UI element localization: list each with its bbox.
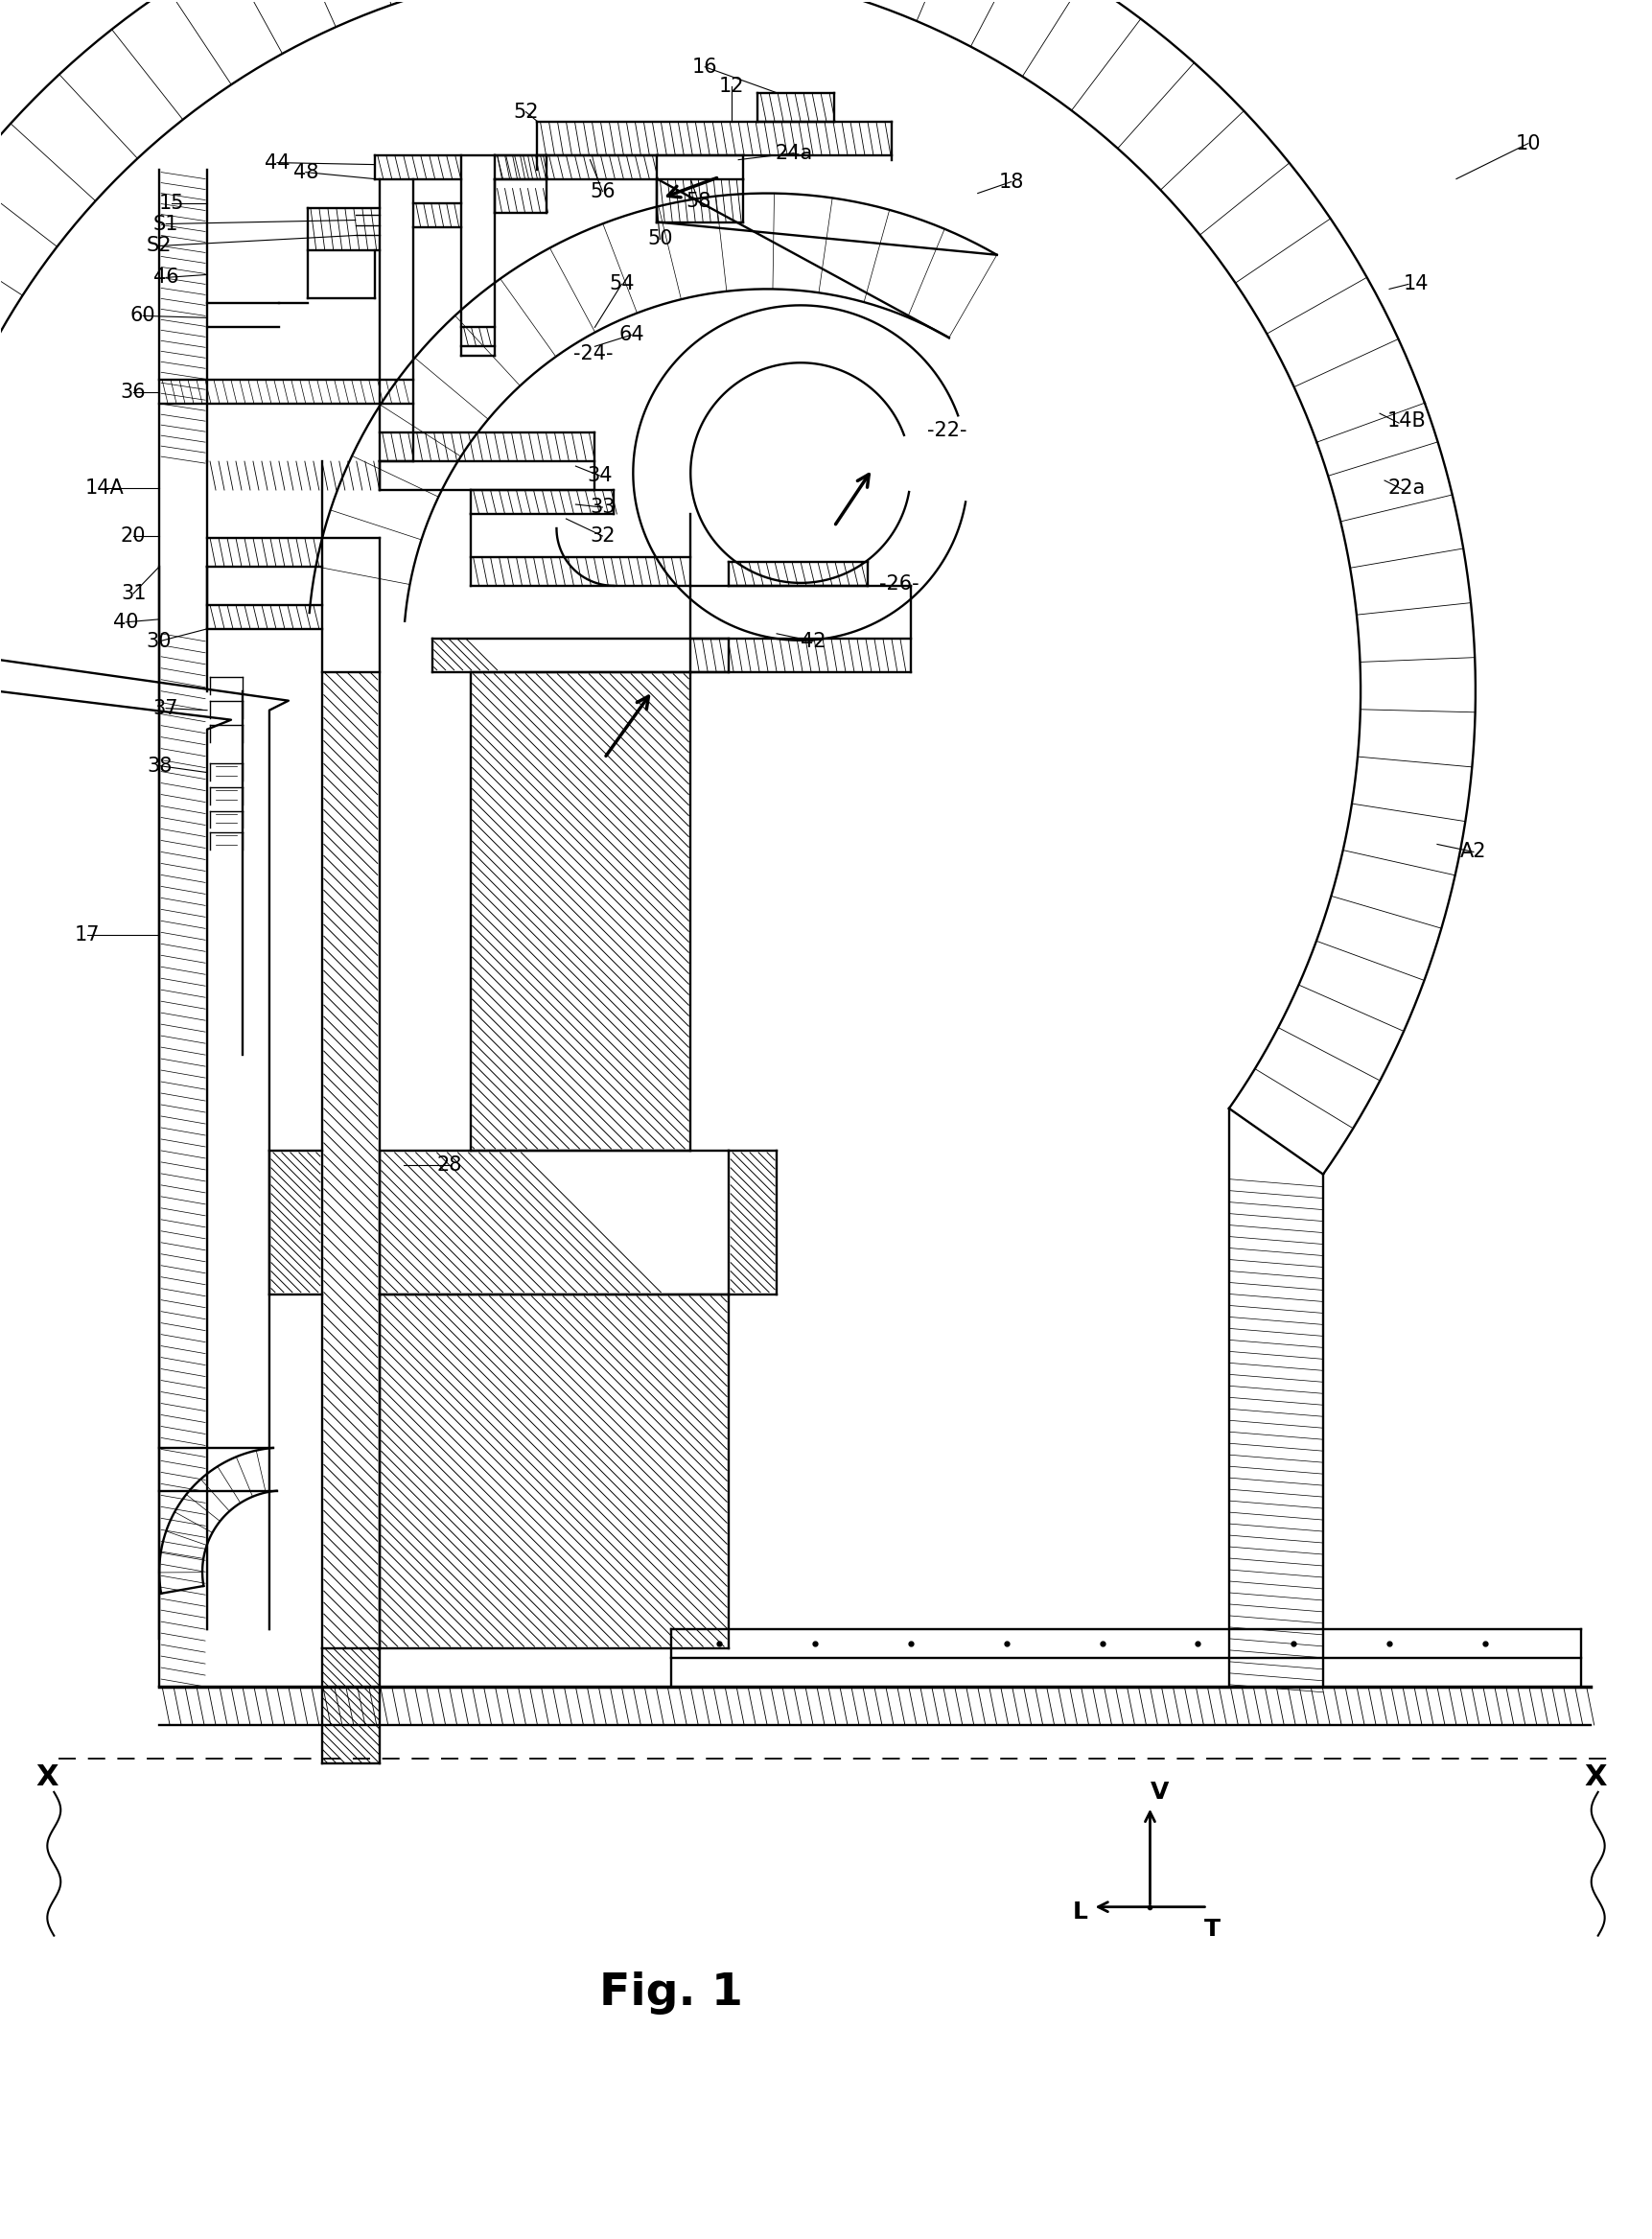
Text: 52: 52 bbox=[512, 103, 539, 121]
Text: 44: 44 bbox=[264, 152, 289, 172]
Text: X: X bbox=[1583, 1764, 1606, 1791]
Text: 30: 30 bbox=[147, 631, 172, 652]
Text: -22-: -22- bbox=[927, 421, 966, 441]
Text: 40: 40 bbox=[112, 613, 139, 631]
Text: 20: 20 bbox=[121, 526, 145, 546]
Text: 36: 36 bbox=[121, 383, 145, 403]
Text: 22a: 22a bbox=[1388, 479, 1424, 497]
Text: 17: 17 bbox=[74, 925, 101, 945]
Text: 10: 10 bbox=[1515, 134, 1540, 152]
Text: 14B: 14B bbox=[1386, 412, 1426, 430]
Text: 18: 18 bbox=[998, 172, 1023, 190]
Text: 38: 38 bbox=[147, 757, 172, 775]
Text: X: X bbox=[36, 1764, 58, 1791]
Text: 14A: 14A bbox=[86, 479, 124, 497]
Text: Fig. 1: Fig. 1 bbox=[600, 1973, 743, 2015]
Text: 42: 42 bbox=[800, 631, 826, 652]
Text: S1: S1 bbox=[154, 215, 178, 233]
Text: 33: 33 bbox=[590, 497, 615, 517]
Text: T: T bbox=[1203, 1917, 1219, 1941]
Text: A2: A2 bbox=[1460, 842, 1485, 862]
Text: 32: 32 bbox=[590, 526, 615, 546]
Text: 12: 12 bbox=[719, 76, 743, 96]
Text: 14: 14 bbox=[1403, 275, 1427, 293]
Text: L: L bbox=[1072, 1901, 1087, 1923]
Text: 50: 50 bbox=[648, 231, 672, 249]
Text: 24a: 24a bbox=[775, 143, 813, 163]
Text: 48: 48 bbox=[292, 163, 319, 181]
Text: 28: 28 bbox=[436, 1155, 461, 1175]
Text: 31: 31 bbox=[121, 584, 145, 602]
Text: S2: S2 bbox=[147, 237, 172, 255]
Text: -26-: -26- bbox=[879, 573, 919, 593]
Text: 60: 60 bbox=[131, 307, 155, 325]
Text: 56: 56 bbox=[590, 181, 615, 202]
Text: 16: 16 bbox=[692, 58, 717, 76]
Text: 64: 64 bbox=[618, 325, 644, 345]
Text: 15: 15 bbox=[159, 193, 185, 213]
Text: 46: 46 bbox=[154, 269, 178, 287]
Text: 34: 34 bbox=[586, 466, 611, 486]
Text: 54: 54 bbox=[608, 275, 634, 293]
Text: 58: 58 bbox=[686, 190, 710, 210]
Text: 37: 37 bbox=[154, 699, 178, 719]
Text: V: V bbox=[1150, 1780, 1168, 1805]
Text: -24-: -24- bbox=[573, 345, 613, 363]
